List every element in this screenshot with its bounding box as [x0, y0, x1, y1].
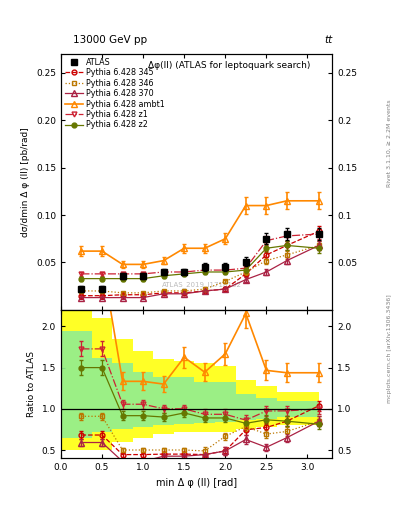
Legend: ATLAS, Pythia 6.428 345, Pythia 6.428 346, Pythia 6.428 370, Pythia 6.428 ambt1,: ATLAS, Pythia 6.428 345, Pythia 6.428 34…: [63, 56, 166, 131]
Text: mcplots.cern.ch [arXiv:1306.3436]: mcplots.cern.ch [arXiv:1306.3436]: [387, 294, 392, 402]
Text: ATLAS_2019_I1718132: ATLAS_2019_I1718132: [162, 281, 242, 288]
Text: 13000 GeV pp: 13000 GeV pp: [73, 35, 147, 45]
Y-axis label: Ratio to ATLAS: Ratio to ATLAS: [27, 351, 36, 417]
X-axis label: min Δ φ (ll) [rad]: min Δ φ (ll) [rad]: [156, 478, 237, 487]
Text: Δφ(ll) (ATLAS for leptoquark search): Δφ(ll) (ATLAS for leptoquark search): [148, 61, 310, 71]
Y-axis label: dσ/dmin Δ φ (ll) [pb/rad]: dσ/dmin Δ φ (ll) [pb/rad]: [21, 127, 30, 237]
Text: tt: tt: [324, 35, 332, 45]
Text: Rivet 3.1.10, ≥ 2.2M events: Rivet 3.1.10, ≥ 2.2M events: [387, 99, 392, 187]
